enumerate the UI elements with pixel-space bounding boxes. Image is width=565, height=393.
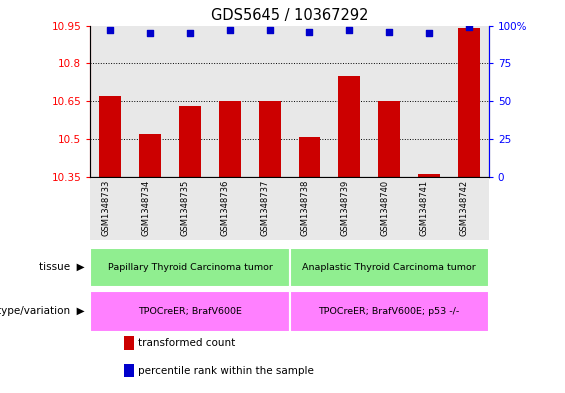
Point (424, 30, 433, 36)
Bar (131, 26, 170, 177)
Bar (378, 101, 400, 177)
Point (464, 24, 473, 30)
Bar (259, 101, 281, 177)
Point (146, 30, 155, 36)
Bar (290, 26, 329, 177)
Text: GSM1348740: GSM1348740 (380, 180, 389, 236)
Bar (250, 179, 290, 240)
Bar (210, 179, 250, 240)
Bar (170, 26, 210, 177)
Text: GSM1348742: GSM1348742 (460, 180, 469, 236)
Text: Papillary Thyroid Carcinoma tumor: Papillary Thyroid Carcinoma tumor (107, 263, 272, 272)
Text: GSM1348739: GSM1348739 (340, 180, 349, 236)
Bar (170, 179, 210, 240)
Text: TPOCreER; BrafV600E; p53 -/-: TPOCreER; BrafV600E; p53 -/- (319, 307, 460, 316)
Point (106, 27, 115, 33)
Text: transformed count: transformed count (138, 338, 235, 348)
Title: GDS5645 / 10367292: GDS5645 / 10367292 (211, 8, 368, 23)
Bar (290, 248, 489, 287)
Bar (219, 101, 241, 177)
Bar (90, 179, 131, 240)
Text: GSM1348733: GSM1348733 (101, 180, 110, 237)
Bar (179, 106, 201, 177)
Point (225, 27, 234, 33)
Bar (131, 179, 170, 240)
Bar (329, 26, 370, 177)
Bar (449, 26, 489, 177)
Bar (90, 248, 290, 287)
Bar (409, 26, 449, 177)
Text: TPOCreER; BrafV600E: TPOCreER; BrafV600E (138, 307, 242, 316)
Text: GSM1348738: GSM1348738 (301, 180, 310, 237)
Bar (370, 179, 409, 240)
Point (185, 30, 194, 36)
Point (345, 27, 354, 33)
Point (305, 28, 314, 35)
Bar (338, 76, 360, 177)
Bar (458, 28, 480, 177)
Bar (449, 179, 489, 240)
Bar (298, 136, 320, 177)
Bar (250, 26, 290, 177)
Text: tissue  ▶: tissue ▶ (39, 262, 85, 272)
Bar (329, 179, 370, 240)
Point (385, 28, 394, 35)
Text: GSM1348734: GSM1348734 (141, 180, 150, 236)
Text: GSM1348736: GSM1348736 (221, 180, 230, 237)
Bar (290, 291, 489, 332)
Bar (99, 96, 121, 177)
Bar (409, 179, 449, 240)
Bar (370, 26, 409, 177)
Text: GSM1348741: GSM1348741 (420, 180, 429, 236)
Point (265, 27, 274, 33)
Text: Anaplastic Thyroid Carcinoma tumor: Anaplastic Thyroid Carcinoma tumor (302, 263, 476, 272)
Text: percentile rank within the sample: percentile rank within the sample (138, 365, 314, 376)
Bar (90, 26, 131, 177)
Bar (418, 174, 440, 177)
Text: GSM1348735: GSM1348735 (181, 180, 190, 236)
Text: genotype/variation  ▶: genotype/variation ▶ (0, 307, 85, 316)
Bar (90, 291, 290, 332)
Bar (139, 134, 161, 177)
Bar (290, 179, 329, 240)
Bar (210, 26, 250, 177)
Text: GSM1348737: GSM1348737 (260, 180, 270, 237)
